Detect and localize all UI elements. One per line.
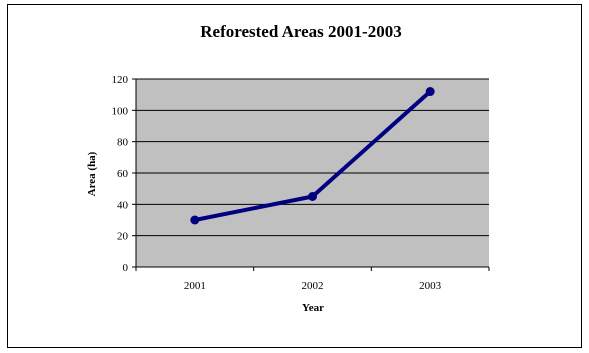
x-axis-title: Year — [302, 302, 324, 314]
y-tick-label: 100 — [112, 105, 129, 117]
x-tick-labels: 2001 2002 2003 — [184, 280, 442, 292]
gridlines — [132, 78, 489, 268]
y-tick-labels: 0 20 40 60 80 100 120 — [112, 74, 129, 274]
data-point — [308, 192, 317, 201]
x-tick-label: 2003 — [419, 280, 442, 292]
y-tick-label: 0 — [123, 262, 129, 274]
axes — [135, 79, 490, 271]
data-point — [190, 215, 200, 225]
y-axis-title: Area (ha) — [86, 151, 98, 196]
y-tick-label: 40 — [117, 199, 129, 211]
y-tick-label: 60 — [117, 168, 129, 180]
chart-title: Reforested Areas 2001-2003 — [200, 22, 401, 41]
y-tick-label: 20 — [117, 231, 129, 243]
data-point — [425, 87, 435, 97]
series-group — [190, 87, 435, 225]
x-tick-label: 2002 — [302, 280, 324, 292]
x-tick-label: 2001 — [184, 280, 206, 292]
y-tick-label: 120 — [112, 74, 129, 86]
y-tick-label: 80 — [117, 137, 129, 149]
